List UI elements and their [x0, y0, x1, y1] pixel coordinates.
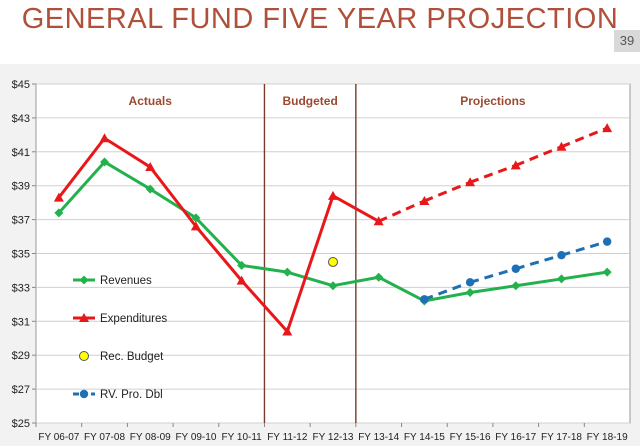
- revenues-point: [54, 208, 64, 218]
- x-tick-label: FY 17-18: [541, 432, 582, 443]
- y-tick-label: $43: [12, 113, 30, 125]
- x-tick-label: FY 16-17: [495, 432, 536, 443]
- rv-pro-dbl-line-segment: [469, 267, 517, 284]
- expenditures-point: [602, 123, 613, 133]
- y-tick-label: $27: [12, 384, 30, 396]
- y-tick-label: $39: [12, 181, 30, 193]
- legend-marker: [79, 313, 89, 322]
- x-tick-label: FY 13-14: [358, 432, 399, 443]
- x-tick-label: FY 07-08: [84, 432, 125, 443]
- revenues-line-segment: [424, 291, 471, 303]
- rv-pro-dbl-line-segment: [515, 253, 562, 271]
- legend-label: RV. Pro. Dbl: [100, 389, 163, 401]
- projection-chart: $25 $27 $29 $31 $33 $35 $37 $39 $41 $43 $45 FY 06-0…: [12, 79, 631, 443]
- expenditures-line-segment: [560, 126, 608, 149]
- revenues-line-segment: [103, 160, 151, 191]
- expenditures-point: [282, 326, 293, 336]
- x-tick-label: FY 06-07: [38, 432, 79, 443]
- revenues-point: [465, 287, 475, 297]
- revenues-line-segment: [286, 270, 334, 288]
- expenditures-point: [145, 162, 156, 172]
- revenues-line-segment: [194, 216, 243, 267]
- x-tick-label: FY 15-16: [450, 432, 491, 443]
- y-tick-label: $25: [12, 418, 30, 430]
- legend-label: Rec. Budget: [100, 351, 164, 363]
- expenditures-point: [373, 216, 384, 226]
- expenditures-point: [53, 192, 64, 202]
- revenues-line-segment: [378, 275, 426, 303]
- revenues-line-segment: [57, 160, 106, 214]
- x-tick-label: FY 12-13: [313, 432, 354, 443]
- expenditures-line-segment: [103, 136, 152, 169]
- x-tick-label: FY 14-15: [404, 432, 445, 443]
- slide-title: GENERAL FUND FIVE YEAR PROJECTION: [21, 3, 619, 35]
- legend-marker: [79, 351, 89, 361]
- revenues-line-segment: [561, 270, 608, 281]
- x-tick-label: FY 18-19: [587, 432, 628, 443]
- revenues-point: [556, 274, 566, 284]
- x-tick-label: FY 11-12: [267, 432, 308, 443]
- expenditures-line-segment: [285, 195, 335, 332]
- rv-pro-dbl-line-segment: [423, 280, 471, 301]
- expenditures-line-segment: [378, 199, 425, 223]
- expenditures-point: [465, 177, 476, 187]
- expenditures-line-segment: [149, 166, 198, 228]
- revenues-point: [282, 267, 292, 277]
- y-tick-label: $37: [12, 215, 30, 227]
- expenditures-line-segment: [469, 163, 517, 184]
- page-number: 39: [614, 30, 640, 52]
- x-tick-label: FY 09-10: [175, 432, 216, 443]
- x-tick-label: FY 08-09: [130, 432, 171, 443]
- legend-marker: [79, 389, 89, 399]
- revenues-point: [100, 157, 110, 167]
- expenditures-point: [556, 141, 567, 151]
- revenues-point: [602, 267, 612, 277]
- revenues-point: [145, 184, 155, 194]
- revenues-line-segment: [469, 284, 516, 294]
- expenditures-point: [419, 195, 430, 205]
- revenues-line-segment: [332, 275, 379, 288]
- rv-pro-dbl-point: [511, 264, 520, 273]
- legend-label: Expenditures: [100, 313, 167, 325]
- revenues-point: [328, 281, 338, 291]
- expenditures-point: [236, 275, 247, 285]
- y-tick-label: $45: [12, 79, 30, 91]
- expenditures-line-segment: [423, 180, 471, 203]
- expenditures-point: [190, 221, 201, 231]
- rv-pro-dbl-line-segment: [561, 240, 608, 257]
- y-tick-label: $33: [12, 282, 30, 294]
- y-tick-label: $31: [12, 316, 30, 328]
- section-label: Actuals: [129, 94, 173, 108]
- legend-marker: [79, 275, 89, 285]
- rv-pro-dbl-point: [602, 237, 612, 246]
- rv-pro-dbl-point: [557, 250, 566, 260]
- expenditures-point: [99, 133, 110, 143]
- x-tick-label: FY 10-11: [222, 432, 263, 443]
- rv-pro-dbl-point: [420, 295, 429, 304]
- revenues-point: [374, 272, 384, 282]
- y-tick-label: $29: [12, 350, 30, 362]
- revenues-line-segment: [149, 187, 197, 220]
- revenues-point: [191, 213, 201, 223]
- rv-pro-dbl-point: [465, 278, 475, 287]
- revenues-line-segment: [515, 277, 562, 288]
- revenues-point: [511, 281, 521, 291]
- y-tick-label: $41: [12, 147, 30, 159]
- expenditures-line-segment: [57, 137, 106, 199]
- rec-budget-point: [328, 256, 338, 267]
- expenditures-line-segment: [194, 225, 243, 282]
- expenditures-line-segment: [332, 194, 380, 223]
- revenues-point: [237, 260, 247, 270]
- expenditures-line-segment: [240, 279, 289, 333]
- expenditures-line-segment: [515, 145, 563, 167]
- expenditures-point: [510, 160, 521, 170]
- legend-label: Revenues: [100, 275, 152, 287]
- section-label: Projections: [460, 94, 526, 108]
- chart-area: $25 $27 $29 $31 $33 $35 $37 $39 $41 $43 $45 FY 06-0…: [0, 64, 640, 446]
- y-tick-label: $35: [12, 249, 30, 261]
- section-label: Budgeted: [282, 94, 337, 108]
- expenditures-point: [328, 190, 338, 200]
- revenues-line-segment: [241, 263, 288, 274]
